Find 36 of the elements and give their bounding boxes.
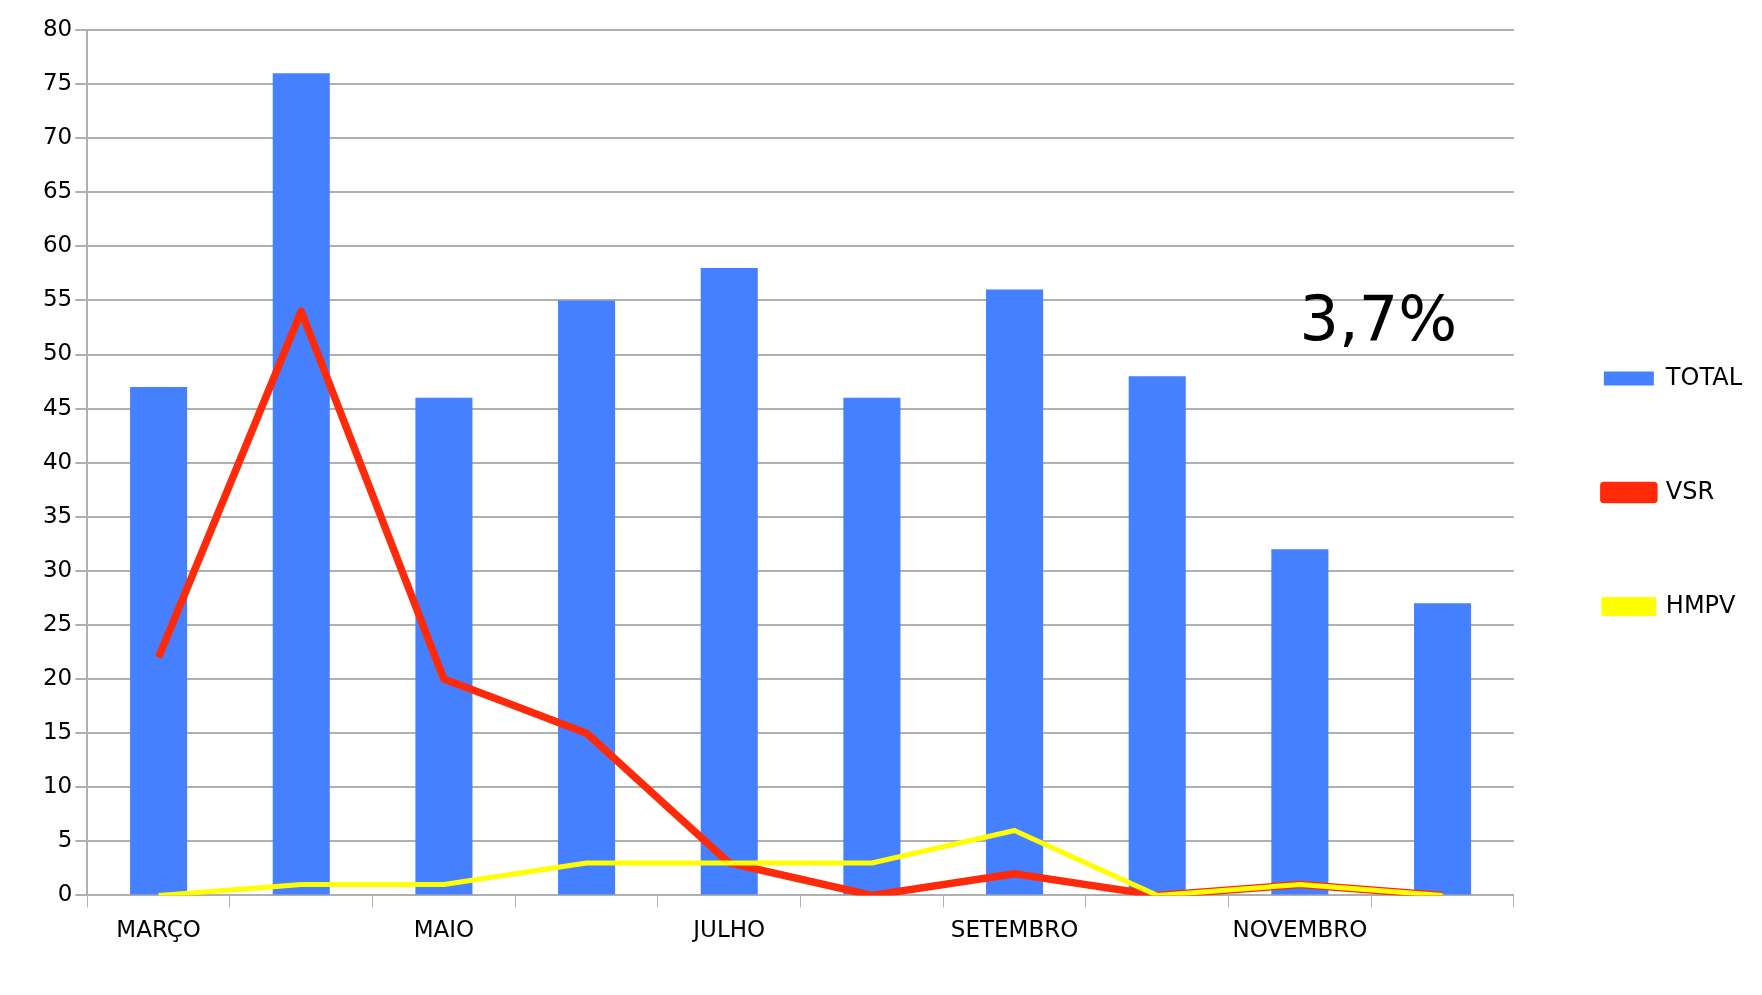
x-tick-label: MARÇO (116, 916, 201, 943)
bar (843, 397, 901, 895)
legend-label: TOTAL (1664, 362, 1743, 391)
x-tick-label: MAIO (413, 916, 475, 943)
y-tick-label: 15 (42, 718, 73, 745)
bar (558, 300, 616, 895)
legend-label: HMPV (1665, 590, 1737, 619)
bar (1128, 376, 1186, 895)
bar (700, 267, 758, 895)
bar (1271, 549, 1329, 895)
x-tick-label: JULHO (691, 916, 766, 943)
y-tick-label: 45 (42, 393, 73, 420)
y-tick-label: 65 (42, 177, 73, 204)
y-tick-label: 10 (42, 772, 73, 799)
bar (986, 289, 1044, 895)
bar (130, 386, 188, 895)
y-tick-label: 55 (42, 285, 73, 312)
y-tick-label: 40 (42, 447, 73, 474)
annotation: 3,7% (1299, 282, 1458, 356)
y-tick-label: 30 (42, 555, 73, 582)
bar (272, 73, 330, 895)
y-tick-label: 80 (42, 14, 73, 41)
y-tick-label: 50 (42, 339, 73, 366)
y-tick-label: 70 (42, 123, 73, 150)
bar (1414, 603, 1472, 895)
bar (415, 397, 473, 895)
y-tick-label: 75 (42, 69, 73, 96)
y-tick-label: 5 (57, 826, 73, 853)
x-tick-label: SETEMBRO (950, 916, 1079, 943)
y-tick-label: 60 (42, 231, 73, 258)
y-tick-label: 25 (42, 609, 73, 636)
y-tick-label: 0 (57, 880, 73, 907)
y-tick-label: 35 (42, 501, 73, 528)
y-tick-label: 20 (42, 664, 73, 691)
x-tick-label: NOVEMBRO (1232, 916, 1368, 943)
legend-label: VSR (1665, 476, 1715, 505)
